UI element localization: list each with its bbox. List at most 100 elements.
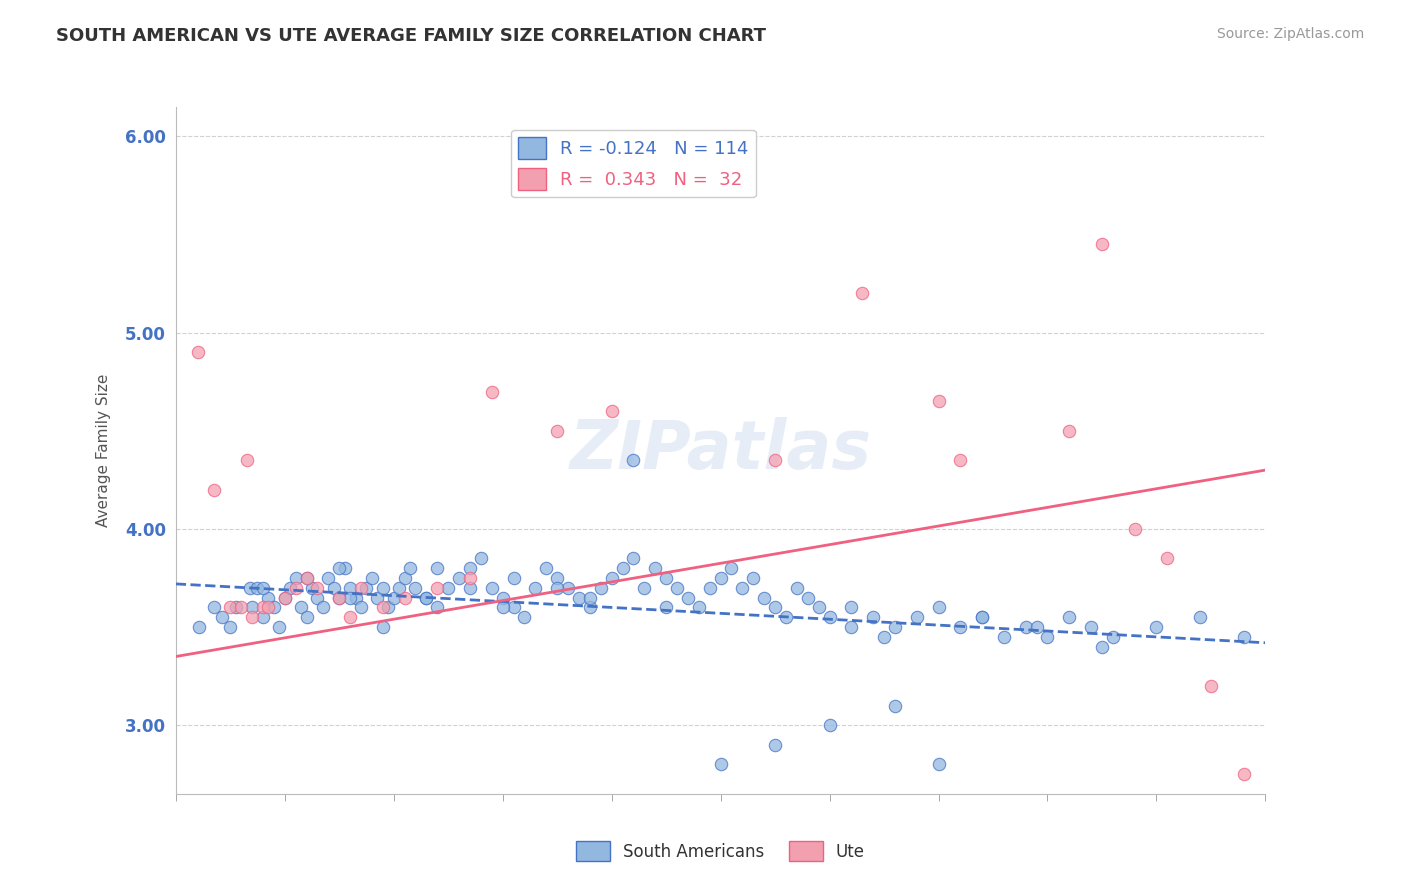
Point <box>339 581 361 595</box>
Point <box>426 561 449 575</box>
Point <box>905 610 928 624</box>
Point <box>1123 522 1146 536</box>
Point <box>579 591 602 605</box>
Point <box>394 571 416 585</box>
Point <box>949 453 972 467</box>
Point <box>710 571 733 585</box>
Point <box>388 581 411 595</box>
Point <box>481 581 503 595</box>
Point <box>328 561 350 575</box>
Point <box>447 571 470 585</box>
Point <box>720 561 742 575</box>
Point <box>290 600 312 615</box>
Point <box>731 581 754 595</box>
Point <box>405 581 427 595</box>
Point <box>763 600 786 615</box>
Point <box>655 571 678 585</box>
Point <box>344 591 367 605</box>
Point <box>356 581 378 595</box>
Point <box>851 286 873 301</box>
Point <box>415 591 437 605</box>
Point <box>524 581 547 595</box>
Point <box>797 591 820 605</box>
Point <box>231 600 253 615</box>
Point <box>546 571 568 585</box>
Point <box>666 581 689 595</box>
Point <box>644 561 666 575</box>
Point <box>202 600 225 615</box>
Point <box>742 571 765 585</box>
Point <box>546 424 568 438</box>
Point <box>1233 767 1256 781</box>
Point <box>295 610 318 624</box>
Point <box>1189 610 1212 624</box>
Point <box>458 571 481 585</box>
Point <box>312 600 335 615</box>
Point <box>426 600 449 615</box>
Point <box>350 600 373 615</box>
Point <box>1059 610 1081 624</box>
Point <box>1015 620 1038 634</box>
Point <box>366 591 388 605</box>
Point <box>328 591 350 605</box>
Point <box>240 600 263 615</box>
Point <box>339 591 361 605</box>
Point <box>307 581 329 595</box>
Y-axis label: Average Family Size: Average Family Size <box>96 374 111 527</box>
Point <box>274 591 297 605</box>
Point <box>612 561 634 575</box>
Point <box>278 581 301 595</box>
Point <box>252 581 274 595</box>
Point <box>186 345 209 359</box>
Point <box>534 561 557 575</box>
Point <box>579 600 602 615</box>
Point <box>458 561 481 575</box>
Point <box>219 600 242 615</box>
Point <box>257 591 280 605</box>
Point <box>621 453 644 467</box>
Point <box>699 581 721 595</box>
Point <box>568 591 591 605</box>
Point <box>492 591 515 605</box>
Point <box>1146 620 1168 634</box>
Point <box>884 698 907 713</box>
Point <box>841 620 863 634</box>
Point <box>481 384 503 399</box>
Point <box>211 610 233 624</box>
Point <box>371 620 394 634</box>
Text: SOUTH AMERICAN VS UTE AVERAGE FAMILY SIZE CORRELATION CHART: SOUTH AMERICAN VS UTE AVERAGE FAMILY SIZ… <box>56 27 766 45</box>
Point <box>1091 640 1114 654</box>
Point <box>873 630 896 644</box>
Point <box>710 757 733 772</box>
Point <box>1091 237 1114 252</box>
Point <box>240 610 263 624</box>
Point <box>1025 620 1047 634</box>
Point <box>1036 630 1059 644</box>
Point <box>394 591 416 605</box>
Point <box>807 600 830 615</box>
Point <box>339 610 361 624</box>
Point <box>284 581 307 595</box>
Point <box>884 620 907 634</box>
Point <box>1156 551 1178 566</box>
Point <box>763 453 786 467</box>
Point <box>246 581 269 595</box>
Point <box>993 630 1015 644</box>
Point <box>187 620 209 634</box>
Point <box>318 571 340 585</box>
Point <box>284 571 307 585</box>
Point <box>818 610 841 624</box>
Point <box>818 718 841 732</box>
Point <box>257 600 280 615</box>
Point <box>546 581 568 595</box>
Point <box>676 591 699 605</box>
Point <box>219 620 242 634</box>
Point <box>350 581 373 595</box>
Point <box>274 591 297 605</box>
Point <box>841 600 863 615</box>
Point <box>633 581 655 595</box>
Point <box>301 581 323 595</box>
Point <box>621 551 644 566</box>
Point <box>513 610 536 624</box>
Point <box>252 610 274 624</box>
